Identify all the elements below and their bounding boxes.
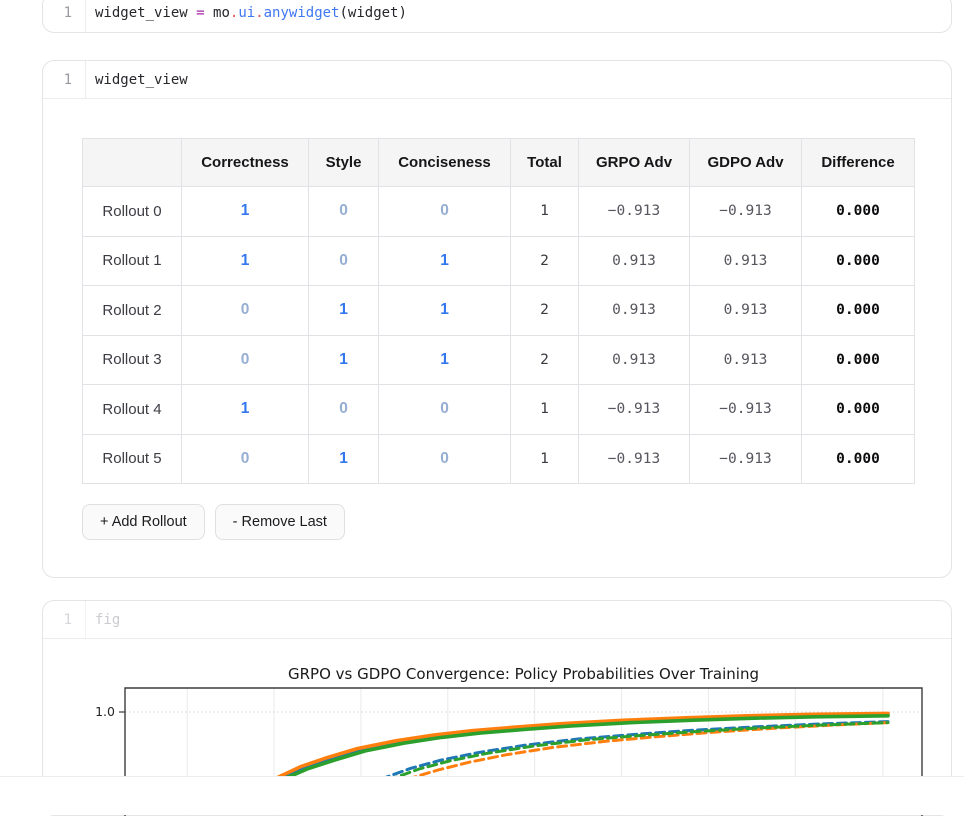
column-header-correctness: Correctness: [181, 138, 309, 187]
cell-conciseness[interactable]: 0: [378, 186, 511, 237]
table-row: Rollout 0 1 0 0 1 −0.913 −0.913 0.000: [82, 186, 915, 237]
viewport-bottom-mask: [0, 776, 964, 815]
y-axis-tick-label: 1.0: [95, 704, 115, 719]
code-cell-1: 1 widget_view = mo. ui. anywidget (widget): [42, 0, 952, 33]
row-label: Rollout 0: [82, 186, 182, 237]
cell-difference: 0.000: [801, 285, 915, 336]
code-line: 1 fig: [43, 601, 951, 639]
cell-grpo-adv: −0.913: [578, 433, 690, 484]
cell-total: 2: [510, 285, 579, 336]
column-header-total: Total: [510, 138, 579, 187]
code-token: mo: [204, 5, 230, 21]
cell-correctness[interactable]: 0: [181, 334, 309, 385]
cell-gdpo-adv: −0.913: [689, 384, 802, 435]
code-token-operator: =: [196, 5, 205, 21]
code-editor[interactable]: fig: [95, 611, 121, 628]
table-row: Rollout 2 0 1 1 2 0.913 0.913 0.000: [82, 285, 915, 336]
row-label: Rollout 4: [82, 384, 182, 435]
code-token-dot: .: [255, 5, 264, 21]
row-label: Rollout 2: [82, 285, 182, 336]
cell-style[interactable]: 0: [308, 186, 379, 237]
cell-conciseness[interactable]: 1: [378, 334, 511, 385]
widget-button-row: + Add Rollout - Remove Last: [82, 504, 345, 540]
cell-difference: 0.000: [801, 186, 915, 237]
table-header-row: Correctness Style Conciseness Total GRPO…: [82, 138, 915, 187]
cell-style[interactable]: 1: [308, 433, 379, 484]
code-line: 1 widget_view = mo. ui. anywidget (widget): [43, 0, 951, 32]
cell-style[interactable]: 0: [308, 235, 379, 286]
cell-conciseness[interactable]: 1: [378, 285, 511, 336]
add-rollout-button[interactable]: + Add Rollout: [82, 504, 205, 540]
cell-difference: 0.000: [801, 235, 915, 286]
cell-grpo-adv: 0.913: [578, 235, 690, 286]
cell-difference: 0.000: [801, 433, 915, 484]
cell-gdpo-adv: 0.913: [689, 235, 802, 286]
row-label: Rollout 3: [82, 334, 182, 385]
cell-total: 1: [510, 384, 579, 435]
cell-style[interactable]: 0: [308, 384, 379, 435]
table-row: Rollout 4 1 0 0 1 −0.913 −0.913 0.000: [82, 384, 915, 435]
code-token: (widget): [339, 5, 407, 21]
cell-gdpo-adv: −0.913: [689, 433, 802, 484]
table-row: Rollout 3 0 1 1 2 0.913 0.913 0.000: [82, 334, 915, 385]
code-token-dot: .: [229, 5, 239, 21]
row-label: Rollout 5: [82, 433, 182, 484]
rollout-table: Correctness Style Conciseness Total GRPO…: [82, 138, 915, 484]
cell-correctness[interactable]: 0: [181, 285, 309, 336]
table-row: Rollout 1 1 0 1 2 0.913 0.913 0.000: [82, 235, 915, 286]
table-row: Rollout 5 0 1 0 1 −0.913 −0.913 0.000: [82, 433, 915, 484]
cell-correctness[interactable]: 0: [181, 433, 309, 484]
cell-total: 1: [510, 186, 579, 237]
cell-grpo-adv: 0.913: [578, 334, 690, 385]
cell-grpo-adv: 0.913: [578, 285, 690, 336]
cell-conciseness[interactable]: 1: [378, 235, 511, 286]
cell-grpo-adv: −0.913: [578, 384, 690, 435]
line-number: 1: [43, 601, 86, 638]
code-editor[interactable]: widget_view = mo. ui. anywidget (widget): [86, 0, 951, 32]
cell-gdpo-adv: 0.913: [689, 285, 802, 336]
cell-difference: 0.000: [801, 384, 915, 435]
code-token-name: anywidget: [263, 5, 340, 21]
cell-total: 1: [510, 433, 579, 484]
line-number: 1: [43, 61, 86, 98]
column-header-grpo-adv: GRPO Adv: [578, 138, 690, 187]
cell-conciseness[interactable]: 0: [378, 433, 511, 484]
column-header-blank: [82, 138, 182, 187]
code-token-name: ui: [238, 5, 256, 21]
cell-total: 2: [510, 334, 579, 385]
cell-difference: 0.000: [801, 334, 915, 385]
cell-correctness[interactable]: 1: [181, 235, 309, 286]
column-header-difference: Difference: [801, 138, 915, 187]
code-line: 1 widget_view: [43, 61, 951, 99]
cell-total: 2: [510, 235, 579, 286]
cell-grpo-adv: −0.913: [578, 186, 690, 237]
column-header-style: Style: [308, 138, 379, 187]
cell-style[interactable]: 1: [308, 334, 379, 385]
code-editor[interactable]: widget_view: [95, 71, 188, 88]
cell-gdpo-adv: −0.913: [689, 186, 802, 237]
chart-canvas: [119, 687, 923, 816]
remove-last-button[interactable]: - Remove Last: [214, 504, 345, 540]
cell-correctness[interactable]: 1: [181, 186, 309, 237]
code-cell-2: 1 widget_view Correctness Style Concisen…: [42, 60, 952, 578]
cell-style[interactable]: 1: [308, 285, 379, 336]
column-header-gdpo-adv: GDPO Adv: [689, 138, 802, 187]
line-number: 1: [43, 0, 86, 32]
cell-conciseness[interactable]: 0: [378, 384, 511, 435]
cell-gdpo-adv: 0.913: [689, 334, 802, 385]
code-token: widget_view: [95, 5, 197, 21]
cell-correctness[interactable]: 1: [181, 384, 309, 435]
chart-title: GRPO vs GDPO Convergence: Policy Probabi…: [288, 665, 759, 683]
column-header-conciseness: Conciseness: [378, 138, 511, 187]
row-label: Rollout 1: [82, 235, 182, 286]
convergence-chart: GRPO vs GDPO Convergence: Policy Probabi…: [43, 640, 951, 816]
